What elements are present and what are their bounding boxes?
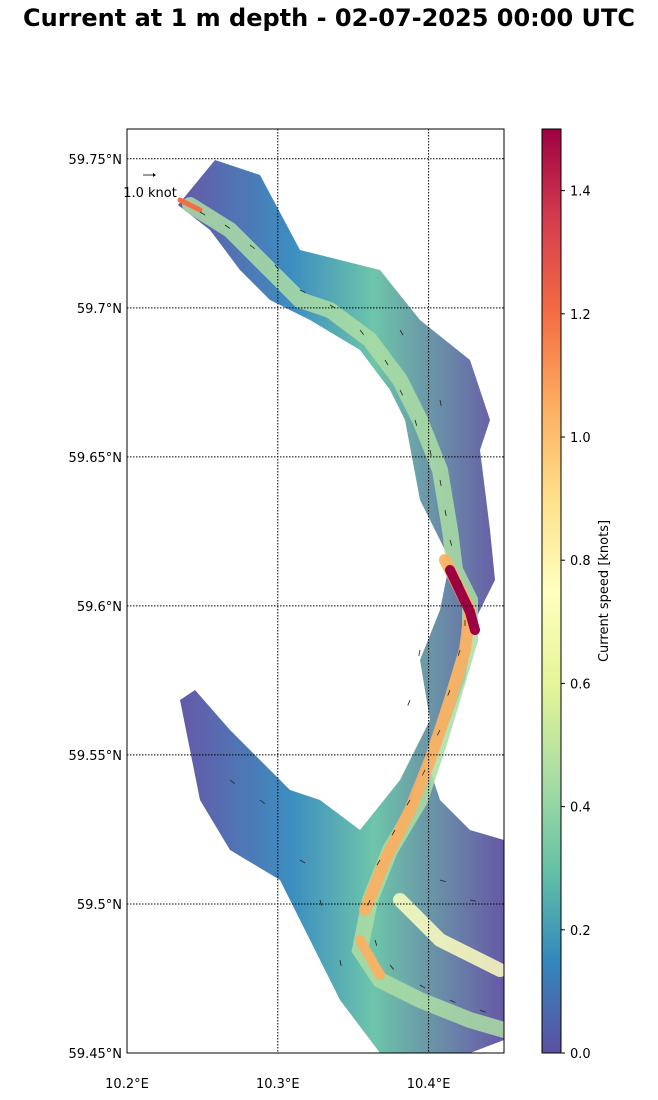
current-arrow — [367, 899, 371, 906]
current-arrow — [439, 879, 446, 883]
current-arrow — [459, 579, 463, 586]
lat-tick-label: 59.65°N — [69, 451, 122, 466]
current-arrow — [339, 959, 342, 966]
latitude-labels: 59.75°N 59.7°N 59.65°N 59.6°N 59.55°N 59.5°N 5… — [69, 153, 122, 1062]
current-arrow — [436, 729, 441, 736]
map-frame — [126, 128, 505, 1054]
lat-tick-label: 59.55°N — [69, 749, 122, 764]
current-arrow — [479, 1009, 486, 1013]
quiver-key: 1.0 knot — [123, 173, 177, 201]
colorbar-tick-label: 0.8 — [570, 554, 591, 569]
current-vectors — [199, 211, 486, 1013]
colorbar: 0.0 0.2 0.4 0.6 0.8 1.0 1.2 1.4 Current speed [… — [541, 128, 612, 1062]
current-arrow — [399, 329, 404, 336]
colorbar-tick-label: 0.4 — [570, 801, 591, 816]
current-arrow — [449, 999, 456, 1004]
colorbar-tick-label: 1.4 — [570, 185, 591, 200]
quiver-key-label: 1.0 knot — [123, 186, 177, 201]
current-arrow — [414, 419, 418, 426]
current-arrow — [374, 939, 378, 946]
current-arrow — [447, 689, 451, 696]
lat-tick-label: 59.45°N — [69, 1047, 122, 1062]
current-arrow — [406, 799, 411, 806]
current-arrow — [457, 649, 461, 656]
current-arrow — [407, 699, 411, 706]
current-arrow — [224, 224, 231, 229]
current-arrow — [418, 649, 421, 656]
map-plot-area — [127, 129, 504, 1053]
current-arrow — [444, 509, 447, 516]
colorbar-tick-label: 1.2 — [570, 308, 591, 323]
map-title: Current at 1 m depth - 02-07-2025 00:00 … — [23, 4, 635, 32]
current-arrow — [429, 449, 432, 456]
current-arrow — [199, 211, 206, 216]
current-arrow — [389, 964, 395, 970]
current-arrow — [229, 779, 235, 785]
lon-tick-label: 10.2°E — [105, 1077, 149, 1092]
current-arrow — [259, 799, 265, 805]
current-arrow — [399, 389, 404, 396]
colorbar-tick-label: 0.0 — [570, 1047, 591, 1062]
current-arrow — [299, 859, 306, 864]
current-arrow — [384, 359, 389, 366]
current-arrow — [439, 399, 442, 406]
colorbar-ticks: 0.0 0.2 0.4 0.6 0.8 1.0 1.2 1.4 — [561, 185, 591, 1062]
current-arrow — [449, 539, 453, 546]
colorbar-tick-label: 0.6 — [570, 677, 591, 692]
current-arrow — [299, 289, 306, 294]
current-arrow — [359, 329, 365, 335]
lon-tick-label: 10.4°E — [407, 1077, 451, 1092]
current-arrow — [439, 479, 442, 486]
current-arrow — [391, 829, 396, 836]
current-arrow — [274, 264, 280, 270]
map-gridlines — [127, 129, 504, 1054]
longitude-labels: 10.2°E 10.3°E 10.4°E — [105, 1077, 450, 1092]
current-arrow — [469, 899, 476, 902]
lat-tick-label: 59.5°N — [77, 898, 122, 913]
current-arrow — [319, 899, 323, 906]
colorbar-gradient — [541, 128, 562, 1054]
lon-tick-label: 10.3°E — [256, 1077, 300, 1092]
current-arrow — [419, 984, 426, 989]
colorbar-label: Current speed [knots] — [597, 520, 612, 662]
lat-tick-label: 59.75°N — [69, 153, 122, 168]
colorbar-tick-label: 0.2 — [570, 924, 591, 939]
current-arrow — [249, 244, 255, 250]
colorbar-tick-label: 1.0 — [570, 431, 591, 446]
lat-tick-label: 59.6°N — [77, 600, 122, 615]
current-arrow — [376, 859, 381, 866]
lat-tick-label: 59.7°N — [77, 302, 122, 317]
current-arrow — [421, 769, 426, 776]
